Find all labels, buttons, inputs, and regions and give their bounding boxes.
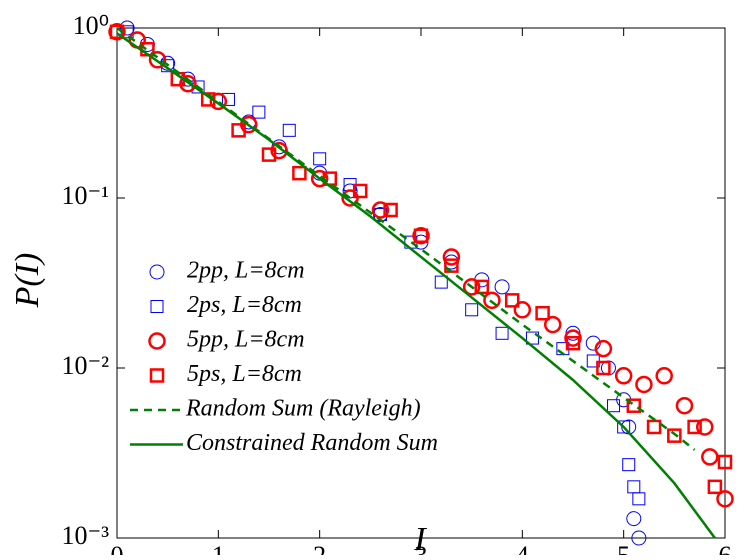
legend-label: 5ps, L=8cm bbox=[187, 361, 302, 387]
data-point bbox=[543, 315, 562, 334]
data-point bbox=[675, 396, 694, 415]
legend-label: 2pp, L=8cm bbox=[187, 258, 305, 284]
data-point bbox=[108, 23, 126, 41]
data-point bbox=[695, 418, 714, 436]
data-point bbox=[292, 165, 307, 181]
y-axis-label: P(I) bbox=[9, 253, 46, 309]
y-tick-label: 10⁰ bbox=[73, 11, 109, 40]
data-point bbox=[596, 360, 611, 376]
data-point bbox=[371, 201, 390, 219]
data-point bbox=[564, 329, 582, 347]
data-point bbox=[434, 275, 448, 289]
data-point bbox=[667, 428, 682, 443]
data-point bbox=[565, 335, 581, 351]
data-point bbox=[631, 530, 647, 546]
data-point bbox=[627, 480, 641, 494]
data-point bbox=[495, 326, 509, 340]
data-point bbox=[352, 183, 368, 199]
data-point bbox=[626, 398, 642, 413]
legend-marker bbox=[150, 300, 164, 313]
data-point bbox=[119, 20, 135, 36]
data-point bbox=[413, 228, 429, 243]
x-tick-label: 1 bbox=[212, 541, 225, 555]
data-point bbox=[614, 367, 633, 385]
data-point bbox=[494, 279, 510, 295]
legend-label: 2ps, L=8cm bbox=[187, 292, 302, 318]
data-point bbox=[313, 152, 327, 166]
legend-marker bbox=[149, 264, 165, 280]
data-point bbox=[655, 367, 673, 385]
data-point bbox=[148, 51, 167, 69]
data-point bbox=[525, 331, 539, 345]
x-tick-label: 3 bbox=[415, 541, 428, 555]
data-point bbox=[270, 141, 288, 160]
data-point bbox=[261, 147, 277, 162]
x-tick-label: 6 bbox=[719, 541, 732, 555]
legend-marker bbox=[148, 332, 166, 350]
data-point bbox=[252, 105, 266, 119]
data-point bbox=[716, 490, 734, 508]
data-point bbox=[622, 458, 636, 472]
data-point bbox=[282, 123, 296, 137]
data-point bbox=[191, 80, 205, 94]
legend-marker bbox=[149, 368, 165, 383]
x-tick-label: 0 bbox=[111, 541, 124, 555]
data-point bbox=[310, 169, 329, 188]
data-point bbox=[442, 248, 461, 266]
y-tick-label: 10⁻³ bbox=[61, 521, 109, 550]
data-point bbox=[626, 511, 642, 527]
x-tick-label: 4 bbox=[516, 541, 529, 555]
data-point bbox=[687, 419, 702, 435]
data-point bbox=[179, 74, 197, 93]
curve bbox=[116, 32, 716, 539]
data-point bbox=[462, 278, 481, 296]
data-point bbox=[412, 226, 430, 245]
y-tick-label: 10⁻² bbox=[61, 351, 109, 380]
data-point bbox=[221, 92, 235, 106]
data-point bbox=[707, 479, 723, 495]
data-point bbox=[535, 305, 550, 321]
data-point bbox=[465, 303, 479, 317]
legend-label: Constrained Random Sum bbox=[186, 430, 438, 456]
data-point bbox=[231, 123, 246, 138]
data-point bbox=[717, 454, 733, 470]
data-point bbox=[632, 492, 646, 506]
data-point bbox=[383, 202, 398, 218]
x-tick-label: 5 bbox=[617, 541, 630, 555]
data-point bbox=[209, 92, 228, 111]
data-point bbox=[513, 301, 532, 319]
data-point bbox=[635, 375, 653, 394]
data-point bbox=[701, 448, 719, 466]
x-tick-label: 2 bbox=[313, 541, 326, 555]
x-axis-label: I bbox=[413, 521, 427, 555]
data-point bbox=[617, 420, 631, 434]
data-point bbox=[607, 399, 621, 413]
data-point bbox=[342, 183, 358, 199]
data-point bbox=[504, 293, 520, 308]
legend-label: 5pp, L=8cm bbox=[187, 327, 305, 353]
data-point bbox=[646, 419, 662, 435]
data-point bbox=[483, 291, 501, 310]
data-point bbox=[594, 339, 613, 358]
legend-label: Random Sum (Rayleigh) bbox=[185, 396, 421, 422]
y-tick-label: 10⁻¹ bbox=[61, 181, 109, 210]
